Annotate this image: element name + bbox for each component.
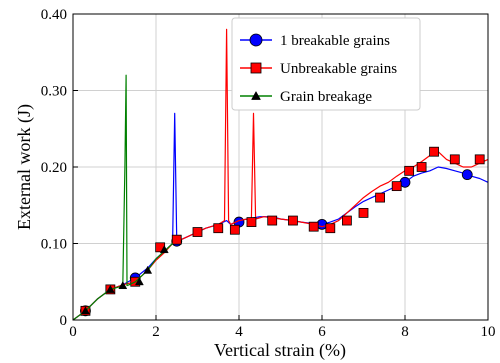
- legend-swatch-marker: [250, 62, 262, 74]
- data-point: [118, 281, 128, 290]
- data-point: [429, 146, 439, 157]
- data-point: [358, 207, 369, 218]
- series-0: [72, 112, 489, 321]
- legend-swatch-marker: [251, 90, 261, 100]
- data-point: [267, 215, 278, 226]
- data-point: [341, 215, 352, 226]
- data-point: [192, 227, 203, 237]
- x-axis-label: Vertical strain (%): [214, 340, 346, 361]
- y-tick-label: 0.30: [41, 84, 67, 100]
- y-tick-label: 0: [60, 313, 68, 329]
- series-line: [72, 74, 174, 321]
- y-tick-label: 0.10: [41, 237, 67, 253]
- data-point: [105, 284, 115, 293]
- x-tick-label: 10: [481, 324, 496, 340]
- data-point: [143, 265, 153, 274]
- series-1: [72, 28, 489, 321]
- x-tick-label: 0: [69, 324, 77, 340]
- data-point: [213, 223, 224, 234]
- ticks: 0 2 4 6 8 10 0 0.10 0.20 0.30 0.40: [41, 7, 496, 340]
- y-tick-label: 0.20: [41, 160, 67, 176]
- data-point: [461, 169, 473, 181]
- legend-swatch-marker: [249, 33, 263, 47]
- series-layer: [72, 28, 489, 321]
- legend-box: [231, 17, 421, 111]
- series-line: [72, 28, 489, 321]
- data-point: [81, 306, 90, 315]
- x-tick-label: 8: [401, 324, 409, 340]
- data-point: [391, 181, 402, 192]
- data-point: [449, 154, 460, 165]
- legend-label: 1 breakable grains: [280, 33, 390, 49]
- data-point: [325, 223, 336, 234]
- data-point: [159, 245, 169, 254]
- series-line: [72, 112, 489, 321]
- x-tick-label: 2: [152, 324, 160, 340]
- y-tick-label: 0.40: [41, 7, 67, 23]
- data-point: [246, 217, 257, 227]
- data-point: [171, 234, 182, 245]
- data-point: [134, 277, 144, 286]
- data-point: [288, 215, 298, 226]
- series-2: [72, 74, 174, 321]
- legend: 1 breakable grains Unbreakable grains Grai…: [231, 17, 421, 111]
- legend-label: Unbreakable grains: [280, 61, 397, 77]
- y-axis-label: External work (J): [14, 104, 35, 230]
- x-tick-label: 6: [318, 324, 326, 340]
- data-point: [404, 165, 415, 176]
- legend-label: Grain breakage: [280, 89, 372, 105]
- data-point: [308, 221, 319, 232]
- data-point: [416, 162, 427, 172]
- data-point: [229, 224, 240, 235]
- x-tick-label: 4: [235, 324, 243, 340]
- data-point: [375, 192, 386, 203]
- data-point: [474, 154, 485, 165]
